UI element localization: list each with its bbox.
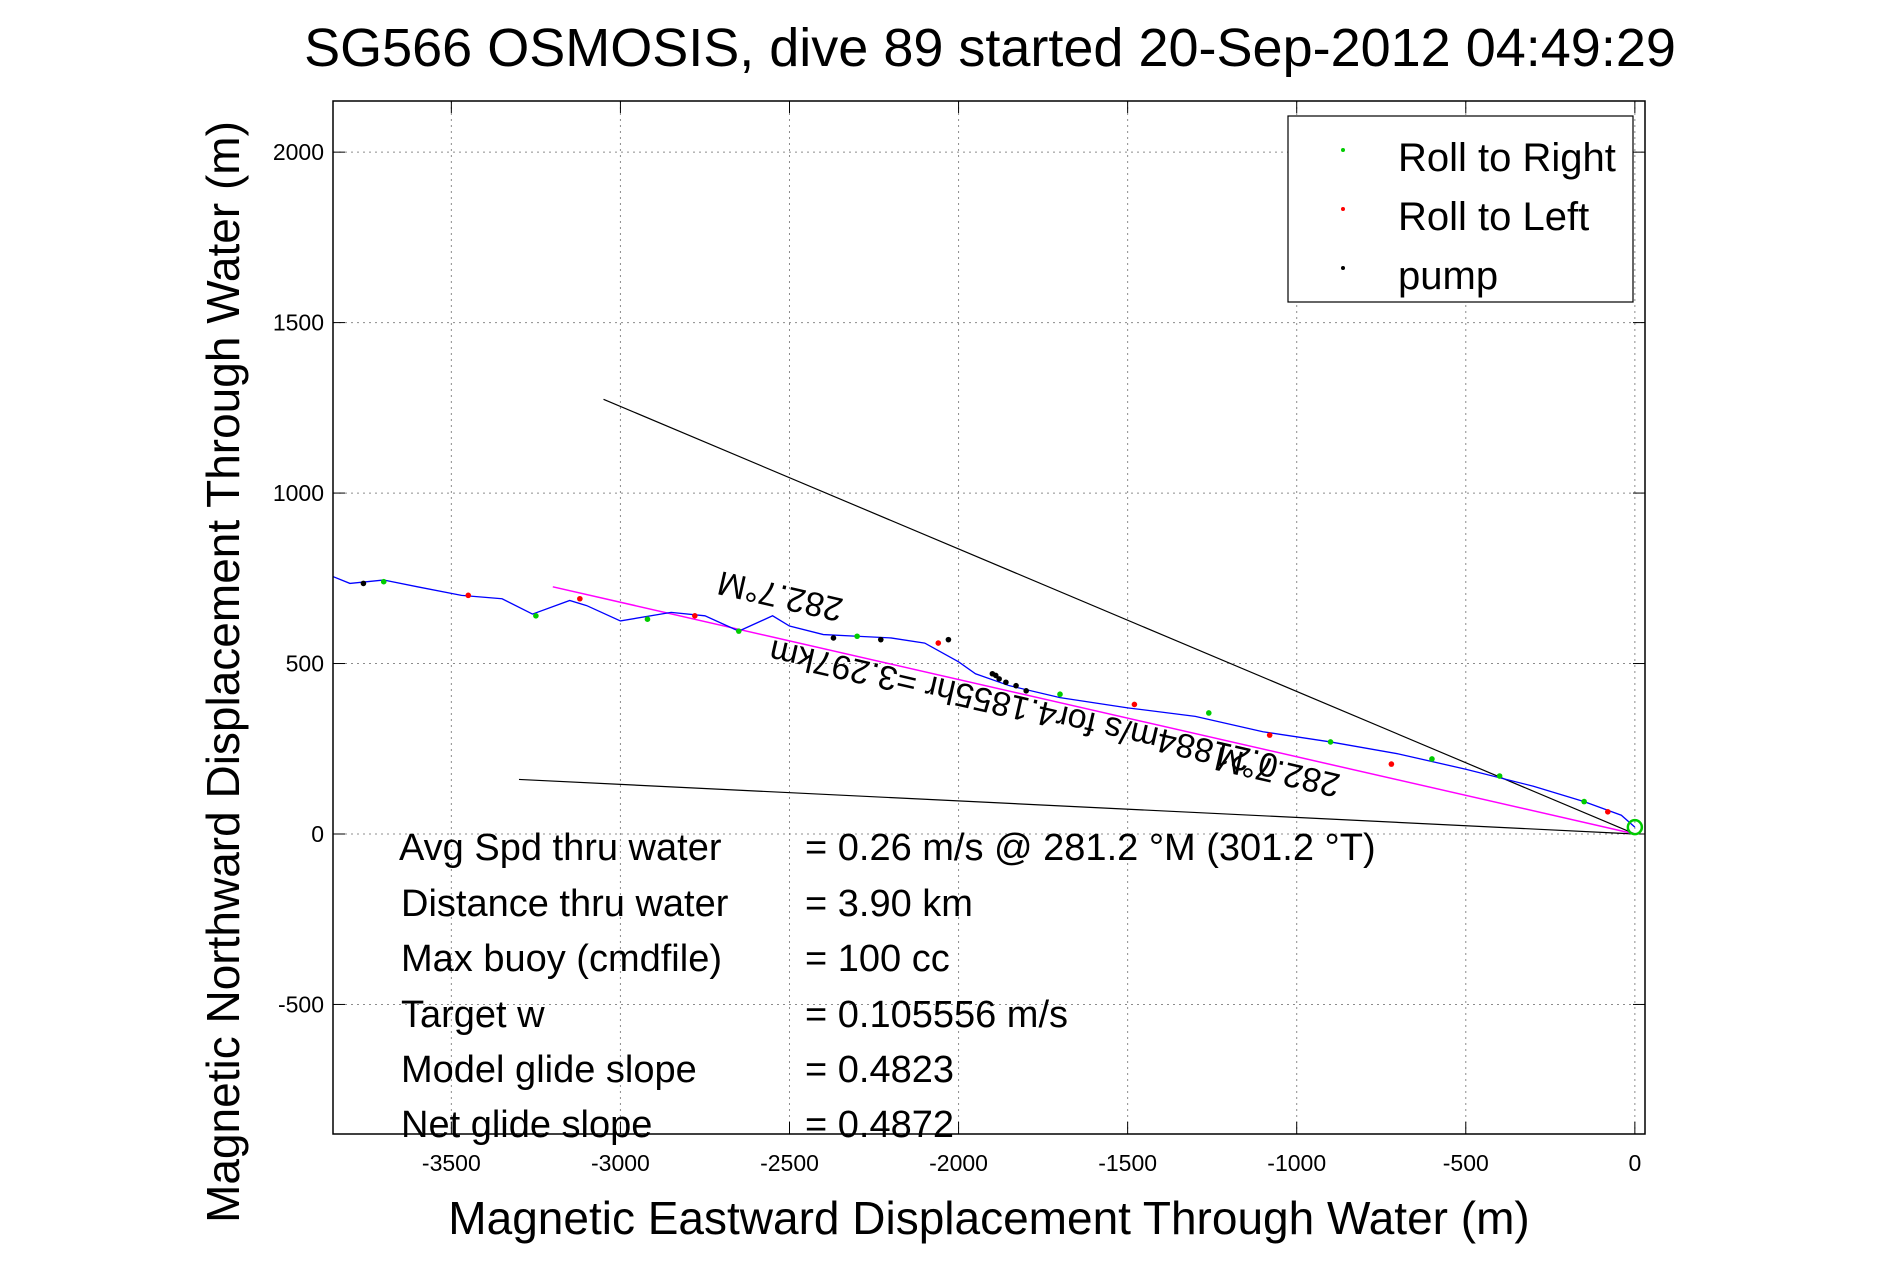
x-tick-label: -3000 xyxy=(591,1150,650,1176)
x-tick-label: -2000 xyxy=(929,1150,988,1176)
roll-left-point xyxy=(465,592,472,599)
bounding-line-upper xyxy=(603,398,1636,835)
roll-right-point xyxy=(380,578,387,585)
x-tick-label: 0 xyxy=(1628,1150,1641,1176)
bounding-line-lower xyxy=(518,778,1635,835)
legend-marker-roll-left xyxy=(1341,207,1345,211)
y-tick-label: 500 xyxy=(286,651,324,677)
roll-right-point xyxy=(1496,773,1503,779)
roll-right-point xyxy=(1429,756,1435,762)
x-tick-label: -1000 xyxy=(1267,1150,1326,1176)
stat-value-net-glide: = 0.4872 xyxy=(805,1104,954,1146)
pump-point xyxy=(945,636,952,643)
roll-right-point xyxy=(735,628,742,634)
stat-label-avg-speed: Avg Spd thru water xyxy=(399,827,722,869)
x-tick-label: -500 xyxy=(1443,1150,1489,1176)
y-tick-label: -500 xyxy=(278,991,324,1017)
plot-frame xyxy=(332,100,1646,1135)
pump-point xyxy=(877,636,884,643)
y-axis-label: Magnetic Northward Displacement Through … xyxy=(197,121,249,1223)
pump-point xyxy=(1003,679,1009,686)
legend-label-roll-right: Roll to Right xyxy=(1398,136,1616,180)
stat-label-target-w: Target w xyxy=(401,994,545,1036)
pump-point xyxy=(1013,682,1019,689)
roll-left-point xyxy=(1266,732,1273,738)
roll-right-point xyxy=(1327,739,1334,745)
stat-label-max-buoy: Max buoy (cmdfile) xyxy=(401,938,722,980)
roll-left-point xyxy=(1131,701,1138,708)
pump-point xyxy=(360,580,367,587)
stat-value-avg-speed: = 0.26 m/s @ 281.2 °M (301.2 °T) xyxy=(805,827,1376,869)
roll-right-point xyxy=(533,612,539,619)
y-tick-label: 1500 xyxy=(273,310,324,336)
y-tick-label: 2000 xyxy=(273,139,324,165)
roll-left-point xyxy=(577,595,583,602)
stat-value-distance: = 3.90 km xyxy=(805,883,973,925)
axis-ticks: -3500 -3000 -2500 -2000 -1500 -1000 -500 0 -500 0… xyxy=(273,101,1645,1176)
start-marker xyxy=(1626,818,1644,836)
legend: Roll to Right Roll to Left pump xyxy=(1287,115,1634,303)
roll-left-point xyxy=(935,640,942,646)
pump-point xyxy=(1023,687,1029,694)
legend-box xyxy=(1287,115,1634,303)
stat-label-distance: Distance thru water xyxy=(401,883,729,925)
roll-left-point xyxy=(1605,809,1611,815)
y-tick-label: 0 xyxy=(311,821,324,847)
roll-right-point xyxy=(1581,798,1587,805)
legend-label-roll-left: Roll to Left xyxy=(1398,195,1589,239)
x-axis-label: Magnetic Eastward Displacement Through W… xyxy=(448,1192,1529,1244)
y-tick-label: 1000 xyxy=(273,480,324,506)
pump-point xyxy=(992,672,999,679)
roll-right-point xyxy=(1057,691,1063,698)
track-markers xyxy=(360,578,1644,836)
stat-value-max-buoy: = 100 cc xyxy=(805,938,950,980)
stat-value-target-w: = 0.105556 m/s xyxy=(805,994,1068,1036)
roll-left-point xyxy=(1388,761,1395,767)
pump-point xyxy=(830,635,837,641)
stat-label-net-glide: Net glide slope xyxy=(401,1104,652,1146)
stats-annotations: Avg Spd thru water = 0.26 m/s @ 281.2 °M… xyxy=(399,827,1376,1146)
series-layer xyxy=(333,398,1644,836)
legend-marker-roll-right xyxy=(1341,148,1345,152)
chart-title: SG566 OSMOSIS, dive 89 started 20-Sep-20… xyxy=(304,18,1676,78)
x-tick-label: -2500 xyxy=(760,1150,819,1176)
roll-left-point xyxy=(692,612,698,619)
legend-label-pump: pump xyxy=(1398,254,1498,298)
pump-point xyxy=(996,676,1002,682)
roll-right-point xyxy=(644,616,651,623)
x-tick-label: -1500 xyxy=(1098,1150,1157,1176)
roll-right-point xyxy=(1205,710,1212,716)
stat-value-model-glide: = 0.4823 xyxy=(805,1049,954,1091)
grid-lines xyxy=(333,101,1645,1134)
x-tick-label: -3500 xyxy=(422,1150,481,1176)
legend-marker-pump xyxy=(1341,266,1345,270)
stat-label-model-glide: Model glide slope xyxy=(401,1049,697,1091)
roll-right-point xyxy=(854,633,860,640)
